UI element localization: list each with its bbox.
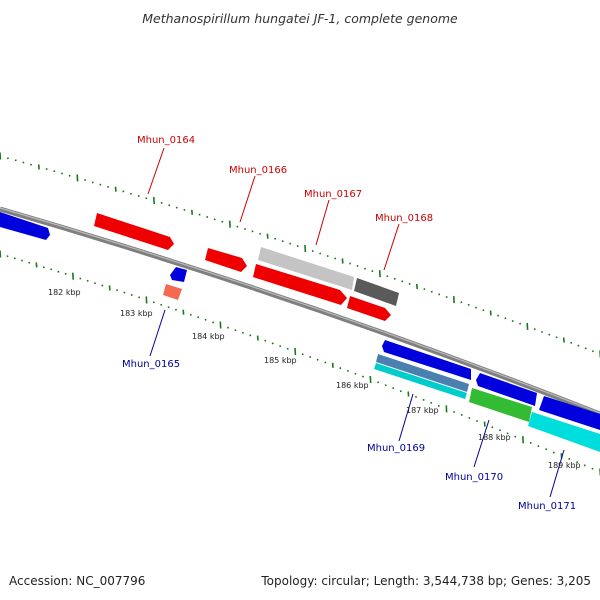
gene-mhun0167-red[interactable]	[253, 264, 347, 305]
gene-mhun0166[interactable]	[205, 248, 247, 272]
gene-red-small[interactable]	[347, 296, 391, 321]
scale-label-182: 182 kbp	[48, 288, 81, 297]
outer-ring-tick	[91, 181, 94, 184]
gene-feature-blue-left[interactable]	[0, 212, 50, 240]
leader-mhun0171	[549, 449, 565, 498]
gene-mhun0170-green[interactable]	[469, 388, 532, 422]
forward-leaders	[147, 147, 400, 271]
scale-label-188: 188 kbp	[478, 433, 511, 442]
leader-mhun0168	[383, 223, 400, 271]
gene-blue-3[interactable]	[539, 396, 600, 430]
leader-mhun0169	[398, 393, 414, 442]
leader-mhun0165	[149, 309, 166, 357]
gene-label-mhun0164[interactable]: Mhun_0164	[137, 135, 195, 146]
gene-mhun0168-darkgray[interactable]	[354, 278, 399, 306]
gene-mhun0169-steel[interactable]	[376, 354, 469, 392]
gene-label-mhun0169[interactable]: Mhun_0169	[367, 443, 425, 454]
scale-label-187: 187 kbp	[406, 406, 439, 415]
map-title: Methanospirillum hungatei JF-1, complete…	[142, 11, 458, 26]
gene-label-mhun0171[interactable]: Mhun_0171	[518, 501, 576, 512]
gene-label-mhun0170[interactable]: Mhun_0170	[445, 472, 503, 483]
gene-mhun0167-gray[interactable]	[258, 247, 354, 290]
leader-mhun0166	[239, 175, 256, 223]
gene-label-mhun0166[interactable]: Mhun_0166	[229, 165, 287, 176]
gene-mhun0165-blue[interactable]	[170, 267, 187, 282]
gene-blue-1[interactable]	[382, 340, 471, 380]
scale-label-189: 189 kbp	[548, 461, 581, 470]
leader-mhun0170	[473, 419, 490, 468]
gene-label-mhun0168[interactable]: Mhun_0168	[375, 213, 433, 224]
gene-mhun0164[interactable]	[94, 213, 174, 250]
scale-label-186: 186 kbp	[336, 381, 369, 390]
gene-blue-2[interactable]	[476, 373, 537, 406]
genome-backbone	[0, 206, 600, 417]
tick-marks	[0, 152, 600, 476]
leader-mhun0167	[315, 199, 330, 246]
scale-label-183: 183 kbp	[120, 309, 153, 318]
scale-label-185: 185 kbp	[264, 356, 297, 365]
scale-label-184: 184 kbp	[192, 332, 225, 341]
leader-mhun0164	[147, 147, 165, 195]
topology-summary: Topology: circular; Length: 3,544,738 bp…	[261, 574, 591, 588]
gene-label-mhun0167[interactable]: Mhun_0167	[304, 189, 362, 200]
gene-mhun0171-cyan[interactable]	[528, 412, 600, 452]
accession-text: Accession: NC_007796	[9, 574, 146, 588]
genome-backbone-highlight	[0, 207, 600, 414]
gene-label-mhun0165[interactable]: Mhun_0165	[122, 359, 180, 370]
reverse-leaders	[149, 309, 565, 498]
gene-mhun0169-cyan[interactable]	[374, 363, 467, 399]
gene-mhun0165-salmon[interactable]	[163, 284, 182, 300]
